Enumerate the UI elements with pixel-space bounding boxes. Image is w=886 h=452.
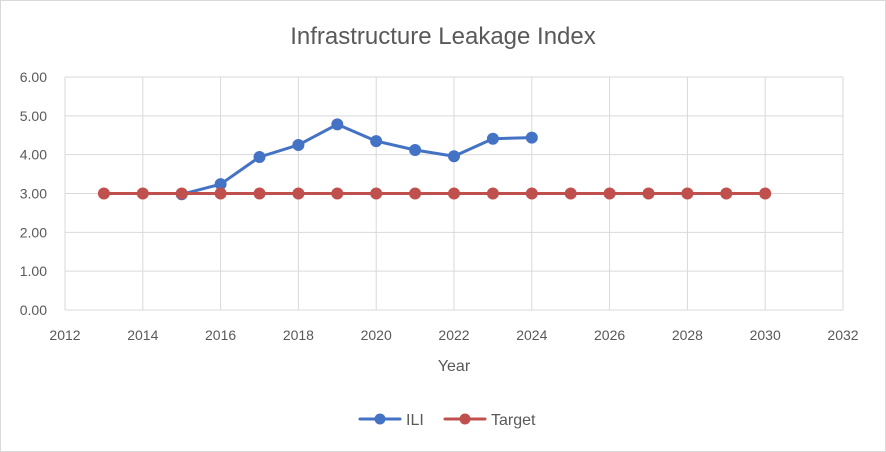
- chart-title: Infrastructure Leakage Index: [290, 23, 596, 50]
- y-tick-label: 3.00: [20, 186, 47, 202]
- series-point: [603, 187, 616, 200]
- x-tick-label: 2032: [827, 327, 858, 343]
- y-tick-label: 0.00: [20, 302, 47, 318]
- legend-label: Target: [491, 412, 536, 429]
- series-point: [448, 187, 460, 200]
- series-point: [409, 144, 422, 157]
- series-point: [370, 135, 383, 148]
- legend-item: ILI: [358, 412, 424, 429]
- series-line: [180, 122, 534, 196]
- x-tick-label: 2022: [438, 327, 469, 343]
- series-point: [331, 187, 344, 200]
- series-point: [525, 131, 538, 144]
- x-tick-label: 2014: [127, 327, 158, 343]
- series-point: [253, 187, 266, 200]
- y-tick-labels: 0.00 1.00 2.00 3.00 4.00 5.00 6.00: [20, 69, 47, 318]
- legend-swatch-marker: [459, 413, 471, 425]
- series-point: [97, 187, 110, 200]
- axes: [64, 77, 843, 311]
- series-ili: [175, 118, 538, 201]
- legend: ILI Target: [358, 412, 536, 429]
- x-tick-label: 2018: [283, 327, 314, 343]
- y-tick-label: 4.00: [20, 147, 47, 163]
- series-point: [136, 187, 149, 200]
- series-point: [175, 187, 188, 200]
- x-tick-label: 2028: [672, 327, 703, 343]
- series-point: [253, 150, 266, 163]
- series-point: [720, 187, 733, 200]
- series-point: [642, 187, 655, 200]
- series-layer: [97, 118, 772, 201]
- legend-label: ILI: [406, 412, 424, 429]
- series-point: [448, 150, 460, 163]
- series-target: [97, 187, 772, 200]
- series-point: [486, 187, 499, 200]
- legend-swatch-marker: [374, 413, 386, 425]
- y-tick-label: 1.00: [20, 263, 47, 279]
- y-tick-label: 6.00: [20, 69, 47, 85]
- y-tick-label: 2.00: [20, 224, 47, 240]
- y-tick-label: 5.00: [20, 108, 47, 124]
- x-tick-label: 2026: [594, 327, 625, 343]
- x-tick-label: 2030: [750, 327, 781, 343]
- x-axis-label: Year: [438, 358, 471, 375]
- series-point: [370, 187, 383, 200]
- x-tick-label: 2020: [361, 327, 392, 343]
- series-point: [759, 187, 772, 200]
- series-point: [292, 138, 305, 151]
- x-tick-label: 2016: [205, 327, 236, 343]
- x-tick-label: 2012: [49, 327, 80, 343]
- series-point: [214, 187, 227, 200]
- x-tick-label: 2024: [516, 327, 547, 343]
- series-point: [564, 187, 577, 200]
- x-tick-labels: 2012 2014 2016 2018 2020 2022 2024 2026 2028 2030…: [49, 327, 858, 343]
- series-point: [331, 118, 344, 131]
- series-point: [681, 187, 694, 200]
- series-point: [525, 187, 538, 200]
- series-point: [409, 187, 422, 200]
- series-point: [292, 187, 305, 200]
- legend-item: Target: [443, 412, 536, 429]
- series-point: [486, 132, 499, 145]
